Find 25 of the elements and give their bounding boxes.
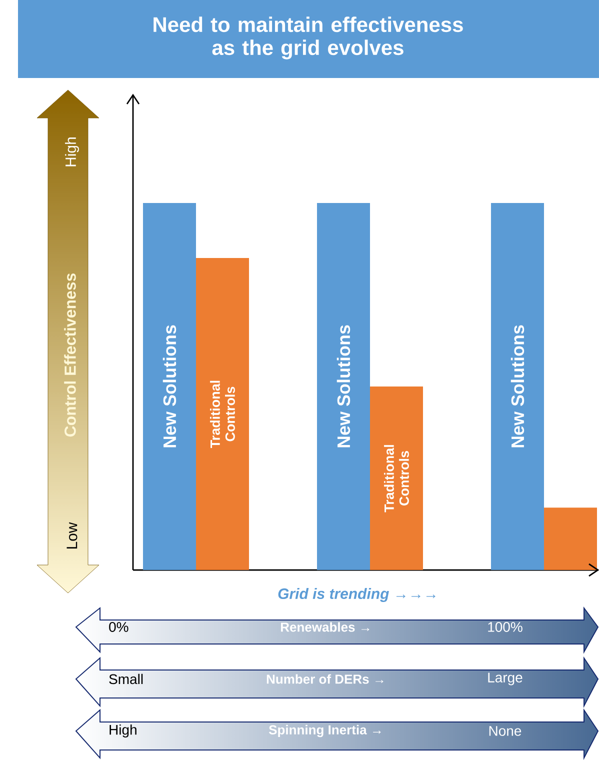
text: New Solutions <box>510 325 524 448</box>
bar <box>142 202 196 570</box>
text: Large <box>488 672 522 686</box>
bar <box>370 386 423 570</box>
text: 0% <box>109 622 128 632</box>
text: Renewables → <box>280 622 370 632</box>
text: Low <box>66 522 78 549</box>
y-axis-title: Control Effectiveness <box>64 273 76 437</box>
series-label: New Solutions <box>336 325 350 448</box>
text: 100% <box>488 622 522 632</box>
text: Traditional Controls <box>384 445 409 512</box>
x-axis-title: Grid is trending →→→ <box>278 588 436 602</box>
chart-title: Need to maintain effectiveness as the grid evolves <box>154 16 463 60</box>
text: Spinning Inertia → <box>268 724 381 738</box>
text: High <box>65 138 79 166</box>
series-label: Traditional Controls <box>210 380 235 448</box>
text: Number of DERs → <box>266 674 384 684</box>
bar <box>317 202 370 570</box>
text: New Solutions <box>162 325 176 448</box>
bar <box>490 202 544 570</box>
text: None <box>489 726 522 736</box>
bar <box>544 508 597 570</box>
text: Small <box>109 674 143 684</box>
bar <box>196 258 249 570</box>
text: High <box>110 724 136 738</box>
